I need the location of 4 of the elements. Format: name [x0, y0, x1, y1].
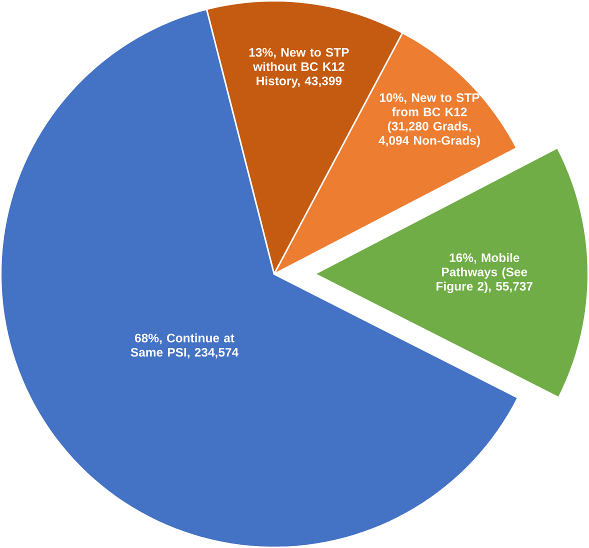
slice-label: 16%, Mobile Pathways (See Figure 2), 55,737 — [436, 252, 532, 293]
slice-label: 10%, New to STP from BC K12 (31,280 Grads, 4,094 Non-Grads) — [378, 93, 480, 148]
slice-label: 13%, New to STP without BC K12 History, 43,399 — [249, 48, 349, 88]
slice-label: 68%, Continue at Same PSI, 234,574 — [130, 333, 239, 358]
